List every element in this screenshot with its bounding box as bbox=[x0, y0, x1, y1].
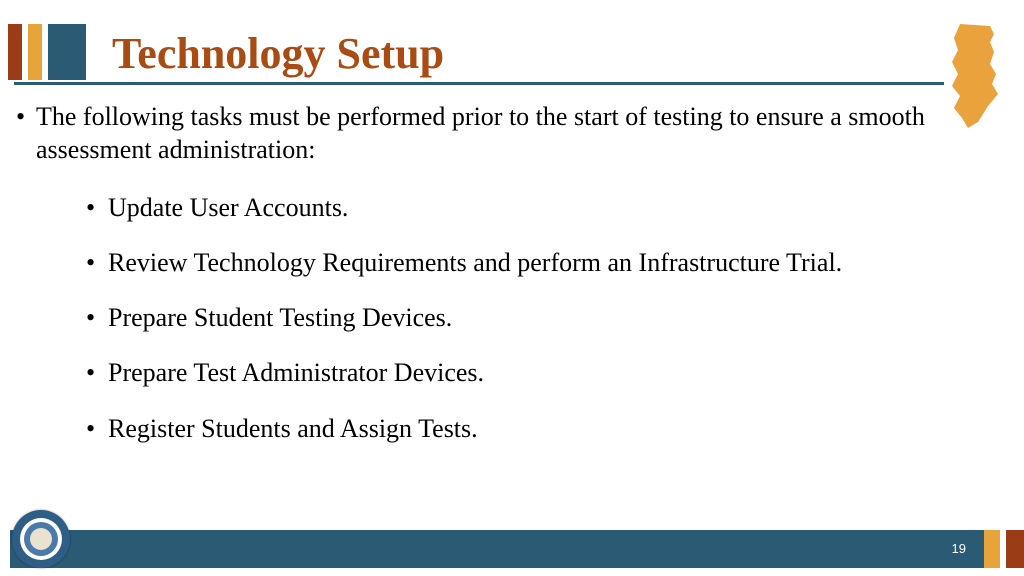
accent-bar bbox=[1006, 530, 1024, 568]
lead-text: The following tasks must be performed pr… bbox=[36, 102, 925, 164]
list-item: Register Students and Assign Tests. bbox=[84, 412, 944, 445]
list-item-text: Prepare Test Administrator Devices. bbox=[108, 358, 484, 387]
title-underline bbox=[14, 82, 944, 85]
footer-stripe bbox=[10, 530, 1024, 568]
nj-state-icon bbox=[940, 22, 1010, 130]
accent-bar bbox=[28, 24, 42, 80]
list-item-text: Update User Accounts. bbox=[108, 193, 348, 222]
outer-list: The following tasks must be performed pr… bbox=[14, 100, 944, 445]
list-item-text: Review Technology Requirements and perfo… bbox=[108, 248, 842, 277]
seal-core bbox=[30, 528, 52, 550]
slide-title: Technology Setup bbox=[112, 28, 444, 79]
list-item-text: Prepare Student Testing Devices. bbox=[108, 303, 452, 332]
slide: Technology Setup The following tasks mus… bbox=[0, 0, 1024, 576]
accent-bar bbox=[48, 24, 86, 80]
list-item: Update User Accounts. bbox=[84, 191, 944, 224]
accent-bar bbox=[8, 24, 22, 80]
list-item: Prepare Student Testing Devices. bbox=[84, 301, 944, 334]
inner-list: Update User Accounts. Review Technology … bbox=[36, 191, 944, 445]
list-item: Review Technology Requirements and perfo… bbox=[84, 246, 944, 279]
accent-bar bbox=[984, 530, 1000, 568]
lead-bullet: The following tasks must be performed pr… bbox=[14, 100, 944, 445]
header-accent-bars bbox=[8, 24, 86, 80]
page-number: 19 bbox=[952, 541, 966, 556]
slide-body: The following tasks must be performed pr… bbox=[14, 100, 944, 467]
list-item: Prepare Test Administrator Devices. bbox=[84, 356, 944, 389]
footer-accent-bars bbox=[984, 530, 1024, 568]
list-item-text: Register Students and Assign Tests. bbox=[108, 414, 478, 443]
footer: 19 bbox=[0, 530, 1024, 568]
nj-shape bbox=[952, 24, 998, 128]
state-seal-icon bbox=[12, 510, 70, 568]
